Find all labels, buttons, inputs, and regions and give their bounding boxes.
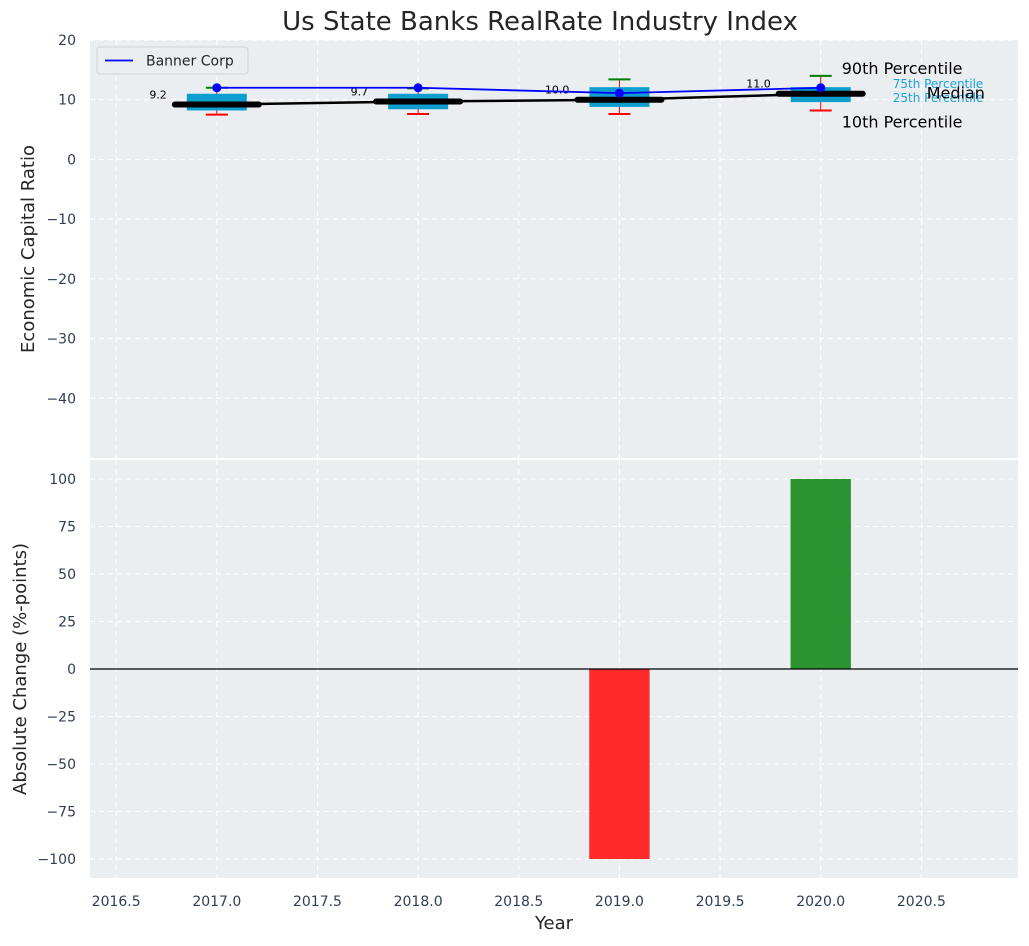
series-line-banner-corp (216, 86, 821, 95)
top-y-tick-label: −10 (46, 212, 76, 228)
annotation-75th-percentile: 75th Percentile (893, 77, 984, 91)
top-y-tick-label: −40 (46, 391, 76, 407)
annotation-90th-percentile: 90th Percentile (842, 59, 963, 78)
series-point-banner-corp (212, 83, 222, 93)
bottom-y-tick-label: −75 (46, 805, 76, 821)
top-y-tick-label: −20 (46, 272, 76, 288)
bottom-y-tick-label: −100 (38, 852, 76, 868)
x-tick-label: 2020.0 (796, 894, 845, 910)
x-tick-label: 2016.5 (92, 894, 141, 910)
bottom-y-tick-label: 0 (67, 662, 76, 678)
x-tick-label: 2019.5 (696, 894, 745, 910)
chart-title: Us State Banks RealRate Industry Index (282, 7, 798, 37)
legend-label-banner-corp: Banner Corp (146, 54, 234, 70)
top-y-tick-label: 10 (58, 93, 76, 109)
series-point-banner-corp (614, 88, 624, 98)
change-bar (790, 479, 851, 669)
x-tick-label: 2017.5 (293, 894, 342, 910)
bottom-y-tick-label: −50 (46, 757, 76, 773)
x-axis-label: Year (534, 913, 574, 934)
top-y-axis-label: Economic Capital Ratio (18, 145, 39, 353)
x-tick-label: 2018.0 (394, 894, 443, 910)
bottom-y-tick-label: 75 (58, 520, 76, 536)
top-y-tick-label: −30 (46, 332, 76, 348)
median-trend-line (216, 92, 821, 106)
legend-box (96, 46, 249, 75)
median-value-label: 11.0 (746, 78, 771, 91)
median-value-label: 9.7 (351, 86, 369, 99)
annotation-median: Median (927, 84, 985, 103)
bottom-y-axis-label: Absolute Change (%-points) (10, 543, 31, 795)
median-value-label: 10.0 (545, 84, 570, 97)
bottom-y-tick-label: 25 (58, 615, 76, 631)
bottom-y-tick-label: 100 (49, 472, 76, 488)
top-y-tick-label: 0 (67, 152, 76, 168)
annotation-25th-percentile: 25th Percentile (893, 91, 984, 105)
top-y-tick-label: 20 (58, 33, 76, 49)
x-tick-label: 2019.0 (595, 894, 644, 910)
x-tick-label: 2020.5 (897, 894, 946, 910)
bottom-y-tick-label: 50 (58, 567, 76, 583)
bottom-panel: 2016.5 2017.0 2017.5 2018.0 2018.5 2019.0 2019… (38, 460, 1018, 910)
series-point-banner-corp (816, 83, 826, 93)
x-tick-label: 2017.0 (192, 894, 241, 910)
median-value-label: 9.2 (149, 88, 167, 101)
top-panel: 20 10 0 −10 −20 −30 −40 9.2 9.7 10.0 11.0 90th Perc… (46, 33, 1018, 458)
x-tick-label: 2018.5 (494, 894, 543, 910)
annotation-10th-percentile: 10th Percentile (842, 112, 963, 131)
change-bar (589, 669, 650, 859)
series-point-banner-corp (413, 83, 423, 93)
bottom-y-tick-label: −25 (46, 710, 76, 726)
